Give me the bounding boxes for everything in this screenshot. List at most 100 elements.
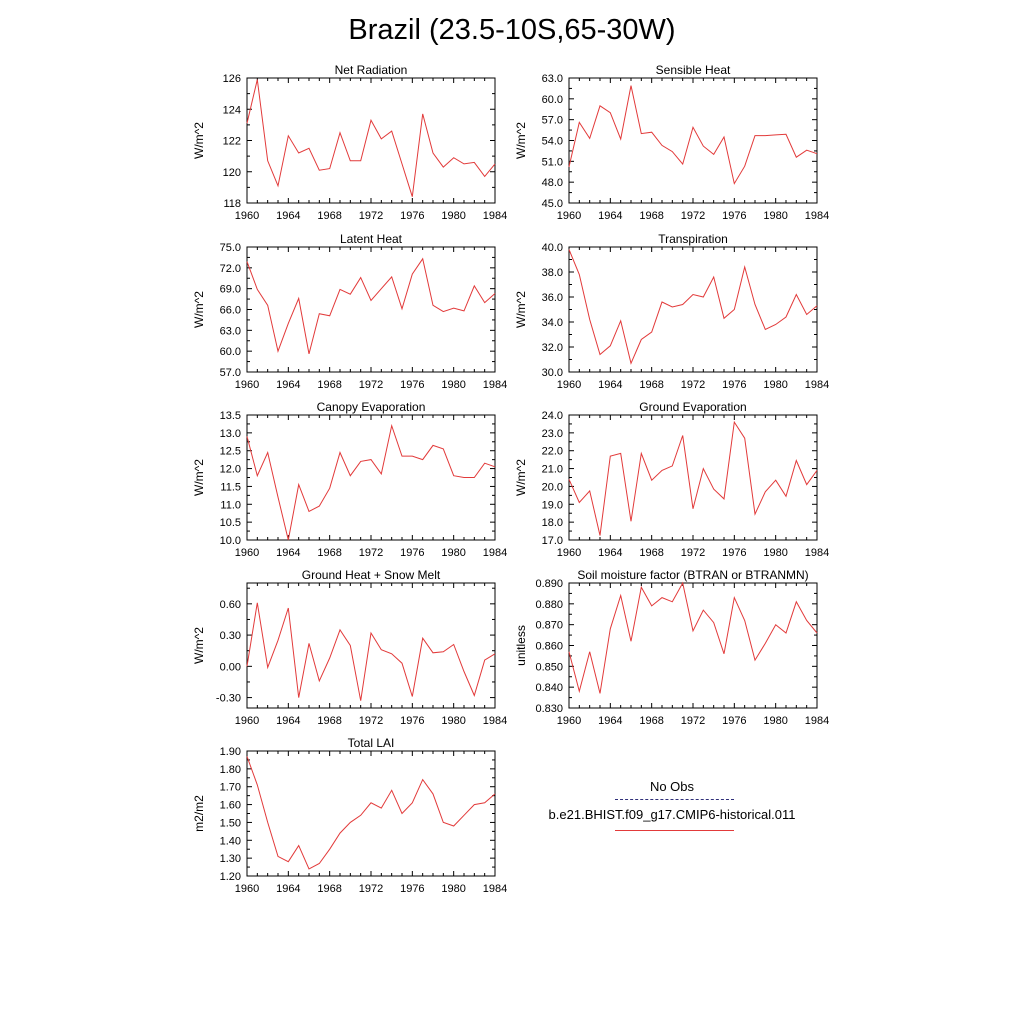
y-tick-label-ground-heat-snow-melt: 0.30 [220, 630, 241, 642]
y-tick-label-transpiration: 40.0 [542, 242, 563, 254]
x-tick-label-ground-heat-snow-melt: 1980 [441, 715, 465, 727]
y-tick-label-net-radiation: 120 [223, 167, 241, 179]
legend-case-line [615, 830, 734, 831]
y-tick-label-latent-heat: 57.0 [220, 367, 241, 379]
panel-frame-soil-moisture-factor-btran-or-btranmn [568, 582, 818, 709]
y-axis-label-ground-evaporation: W/m^2 [514, 459, 528, 496]
x-tick-label-total-lai: 1984 [483, 883, 507, 895]
x-tick-label-latent-heat: 1972 [359, 379, 383, 391]
x-tick-label-ground-evaporation: 1964 [598, 547, 622, 559]
y-tick-label-latent-heat: 72.0 [220, 263, 241, 275]
y-tick-label-net-radiation: 126 [223, 73, 241, 85]
x-tick-label-transpiration: 1960 [557, 379, 581, 391]
y-tick-label-total-lai: 1.90 [220, 746, 241, 758]
x-tick-label-total-lai: 1980 [441, 883, 465, 895]
x-tick-label-canopy-evaporation: 1972 [359, 547, 383, 559]
y-tick-label-canopy-evaporation: 11.5 [220, 481, 241, 493]
x-tick-label-latent-heat: 1964 [276, 379, 300, 391]
panel-title-sensible-heat: Sensible Heat [656, 63, 731, 77]
y-tick-label-ground-heat-snow-melt: 0.00 [220, 661, 241, 673]
series-line-transpiration-0 [568, 249, 818, 365]
x-tick-label-transpiration: 1964 [598, 379, 622, 391]
series-line-total-lai-0 [246, 756, 496, 870]
y-tick-label-sensible-heat: 45.0 [542, 198, 563, 210]
panel-soil-moisture-factor-btran-or-btranmn: Soil moisture factor (BTRAN or BTRANMN) u… [514, 568, 829, 727]
x-tick-label-ground-heat-snow-melt: 1964 [276, 715, 300, 727]
series-line-latent-heat-0 [246, 257, 496, 355]
y-tick-label-sensible-heat: 48.0 [542, 177, 563, 189]
y-tick-label-soil-moisture-factor-btran-or-btranmn: 0.830 [535, 703, 563, 715]
y-tick-label-latent-heat: 63.0 [220, 325, 241, 337]
x-tick-label-ground-evaporation: 1968 [639, 547, 663, 559]
y-tick-label-ground-evaporation: 20.0 [542, 481, 563, 493]
panel-title-latent-heat: Latent Heat [340, 232, 403, 246]
y-tick-label-transpiration: 38.0 [542, 267, 563, 279]
x-tick-label-sensible-heat: 1984 [805, 210, 829, 222]
y-tick-label-sensible-heat: 63.0 [542, 73, 563, 85]
x-tick-label-sensible-heat: 1972 [681, 210, 705, 222]
y-tick-label-total-lai: 1.40 [220, 835, 241, 847]
y-tick-label-latent-heat: 69.0 [220, 284, 241, 296]
x-tick-label-total-lai: 1960 [235, 883, 259, 895]
y-tick-label-soil-moisture-factor-btran-or-btranmn: 0.880 [535, 599, 563, 611]
x-tick-label-latent-heat: 1960 [235, 379, 259, 391]
y-tick-label-canopy-evaporation: 13.0 [220, 428, 241, 440]
x-tick-label-transpiration: 1980 [763, 379, 787, 391]
panel-frame-sensible-heat [568, 77, 818, 204]
y-tick-label-ground-evaporation: 21.0 [542, 464, 563, 476]
x-tick-label-soil-moisture-factor-btran-or-btranmn: 1968 [639, 715, 663, 727]
x-tick-label-ground-evaporation: 1972 [681, 547, 705, 559]
y-tick-label-transpiration: 30.0 [542, 367, 563, 379]
y-tick-label-ground-evaporation: 22.0 [542, 446, 563, 458]
panel-transpiration: Transpiration W/m^2 1960 1964 1968 1972 1976 19… [514, 232, 829, 391]
x-tick-label-soil-moisture-factor-btran-or-btranmn: 1976 [722, 715, 746, 727]
panel-title-net-radiation: Net Radiation [335, 63, 408, 77]
x-tick-label-total-lai: 1964 [276, 883, 300, 895]
series-line-canopy-evaporation-0 [246, 423, 496, 541]
x-tick-label-latent-heat: 1984 [483, 379, 507, 391]
y-tick-label-ground-evaporation: 18.0 [542, 517, 563, 529]
series-line-soil-moisture-factor-btran-or-btranmn-0 [568, 581, 818, 694]
panel-title-ground-heat-snow-melt: Ground Heat + Snow Melt [302, 568, 441, 582]
y-axis-label-ground-heat-snow-melt: W/m^2 [192, 627, 206, 664]
panel-canopy-evaporation: Canopy Evaporation W/m^2 1960 1964 1968 1972 1… [192, 400, 507, 559]
y-tick-label-ground-evaporation: 24.0 [542, 410, 563, 422]
y-tick-label-canopy-evaporation: 10.5 [220, 517, 241, 529]
x-tick-label-net-radiation: 1968 [317, 210, 341, 222]
x-tick-label-soil-moisture-factor-btran-or-btranmn: 1964 [598, 715, 622, 727]
y-axis-label-transpiration: W/m^2 [514, 291, 528, 328]
x-tick-label-net-radiation: 1976 [400, 210, 424, 222]
x-tick-label-ground-heat-snow-melt: 1960 [235, 715, 259, 727]
panel-sensible-heat: Sensible Heat W/m^2 1960 1964 1968 1972 1976 19… [514, 63, 829, 222]
x-tick-label-canopy-evaporation: 1976 [400, 547, 424, 559]
y-tick-label-ground-evaporation: 19.0 [542, 499, 563, 511]
x-tick-label-sensible-heat: 1980 [763, 210, 787, 222]
x-tick-label-soil-moisture-factor-btran-or-btranmn: 1980 [763, 715, 787, 727]
x-tick-label-ground-heat-snow-melt: 1968 [317, 715, 341, 727]
x-tick-label-total-lai: 1976 [400, 883, 424, 895]
x-tick-label-canopy-evaporation: 1968 [317, 547, 341, 559]
panel-frame-transpiration [568, 246, 818, 373]
y-tick-label-latent-heat: 66.0 [220, 305, 241, 317]
legend-case-label: b.e21.BHIST.f09_g17.CMIP6-historical.011 [548, 807, 796, 822]
panel-latent-heat: Latent Heat W/m^2 1960 1964 1968 1972 1976 1980… [192, 232, 507, 391]
panel-title-ground-evaporation: Ground Evaporation [639, 400, 746, 414]
series-line-sensible-heat-0 [568, 85, 818, 185]
x-tick-label-latent-heat: 1980 [441, 379, 465, 391]
figure-title: Brazil (23.5-10S,65-30W) [348, 14, 676, 46]
y-tick-label-net-radiation: 118 [223, 198, 241, 210]
x-tick-label-transpiration: 1976 [722, 379, 746, 391]
y-tick-label-net-radiation: 124 [223, 104, 241, 116]
y-tick-label-soil-moisture-factor-btran-or-btranmn: 0.850 [535, 661, 563, 673]
x-tick-label-ground-evaporation: 1984 [805, 547, 829, 559]
y-tick-label-canopy-evaporation: 10.0 [220, 535, 241, 547]
x-tick-label-net-radiation: 1964 [276, 210, 300, 222]
y-axis-label-latent-heat: W/m^2 [192, 291, 206, 328]
x-tick-label-sensible-heat: 1976 [722, 210, 746, 222]
y-tick-label-canopy-evaporation: 12.5 [220, 446, 241, 458]
x-tick-label-ground-heat-snow-melt: 1976 [400, 715, 424, 727]
x-tick-label-latent-heat: 1976 [400, 379, 424, 391]
y-axis-label-canopy-evaporation: W/m^2 [192, 459, 206, 496]
y-tick-label-transpiration: 32.0 [542, 342, 563, 354]
